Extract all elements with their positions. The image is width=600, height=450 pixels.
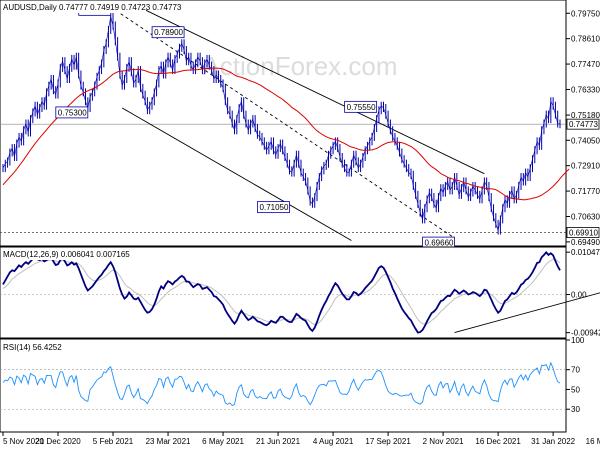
price-tick-label: 0.72910 — [571, 162, 600, 171]
x-tick-label: 16 Dec 2021 — [475, 437, 521, 446]
x-tick-label: 21 Dec 2020 — [35, 437, 81, 446]
x-tick-label: 5 Feb 2021 — [93, 437, 134, 446]
macd-tick-label: 0.010472 — [571, 248, 600, 257]
macd-pane-frame — [0, 246, 567, 339]
macd-header-bg — [1, 248, 119, 260]
current-price-tag: 0.74773 — [566, 118, 600, 130]
value-tag-box — [566, 227, 600, 238]
rsi-y-axis: 100 70 50 30 — [566, 336, 585, 414]
rsi-line — [2, 361, 561, 407]
price-tick-label: 0.71770 — [571, 187, 600, 196]
rsi-header: RSI(14) 56.4252 — [3, 343, 62, 352]
annotation-label: 0.78900 — [154, 28, 183, 37]
x-tick-label: 5 Nov 2020 — [3, 437, 44, 446]
annotation-box — [151, 26, 185, 39]
price-y-axis: 0.79750 0.78610 0.77470 0.76330 0.75180 0.740… — [566, 9, 600, 247]
annotation-label: 0.75300 — [58, 108, 87, 117]
price-close-line — [2, 16, 561, 232]
x-tick-label: 17 Sep 2021 — [365, 437, 411, 446]
annotation-label: 0.71050 — [260, 203, 289, 212]
macd-tick-label: 0.00 — [571, 291, 587, 300]
rsi-tick-label: 70 — [571, 366, 580, 375]
channel-trendline — [121, 107, 352, 241]
macd-series-group — [0, 251, 600, 334]
price-tick-label: 0.78610 — [571, 35, 600, 44]
macd-header: MACD(12,26,9) 0.006041 0.007165 — [3, 250, 130, 259]
value-tag-label: 0.69910 — [569, 229, 598, 238]
price-annotation: 0.71050 — [257, 201, 290, 214]
annotation-label: 0.69660 — [425, 239, 454, 248]
price-horizontal-lines — [0, 123, 566, 233]
price-pane: ActionForex.com 0.797500.786100.774700.7… — [0, 0, 600, 249]
annotation-box — [344, 100, 378, 113]
x-tick-label: 31 Jan 2022 — [531, 437, 576, 446]
macd-y-axis: 0.010472 0.00 -0.009426 — [566, 248, 600, 338]
price-tick-label: 0.76330 — [571, 85, 600, 94]
price-value-tags: 0.74773 0.69910 — [566, 118, 600, 238]
x-tick-label: 16 Mar 2022 — [586, 437, 600, 446]
price-annotation: 0.75300 — [55, 106, 89, 119]
watermark: ActionForex.com — [202, 51, 397, 81]
x-tick-label: 4 Aug 2021 — [313, 437, 354, 446]
price-tick-label: 0.79750 — [571, 9, 600, 18]
macd-pane: 0.010472 0.00 -0.009426 MACD(12,26,9) 0.00… — [0, 246, 600, 339]
rsi-pane-frame — [0, 338, 567, 433]
price-tick-label: 0.69490 — [571, 238, 600, 247]
rsi-pane: 100 70 50 30 RSI(14) 56.4252 — [0, 336, 585, 433]
macd-tick-label: -0.009426 — [571, 329, 600, 338]
x-tick-label: 21 Jun 2021 — [256, 437, 301, 446]
channel-trendline — [140, 7, 485, 175]
price-header-bg — [1, 1, 146, 13]
price-tick-label: 0.74050 — [571, 136, 600, 145]
annotation-box — [257, 201, 290, 214]
price-annotation: 0.69660 — [422, 236, 455, 249]
price-series-group — [2, 12, 570, 235]
rsi-tick-label: 50 — [571, 385, 580, 394]
macd-trendline — [454, 292, 600, 333]
price-header: AUDUSD,Daily 0.74777 0.74919 0.74723 0.7… — [3, 3, 182, 12]
moving-average-line — [2, 67, 570, 201]
price-tick-label: 0.70630 — [571, 212, 600, 221]
rsi-tick-label: 30 — [571, 405, 580, 414]
support-price-tag: 0.69910 — [566, 227, 600, 238]
macd-line — [2, 251, 561, 334]
value-tag-label: 0.74773 — [569, 120, 598, 129]
price-tick-label: 0.77470 — [571, 60, 600, 69]
x-tick-label: 2 Nov 2021 — [423, 437, 464, 446]
value-tag-box — [566, 118, 600, 130]
x-tick-label: 23 Mar 2021 — [146, 437, 191, 446]
rsi-series-group — [0, 361, 566, 410]
price-annotation: 0.78900 — [151, 26, 185, 39]
x-tick-label: 6 May 2021 — [202, 437, 244, 446]
rsi-tick-label: 100 — [571, 336, 585, 345]
price-trendlines — [110, 6, 485, 241]
annotation-box — [55, 106, 89, 119]
price-annotation: 0.75550 — [344, 100, 378, 113]
price-tick-label: 0.75180 — [571, 111, 600, 120]
annotation-label: 0.75550 — [347, 103, 376, 112]
